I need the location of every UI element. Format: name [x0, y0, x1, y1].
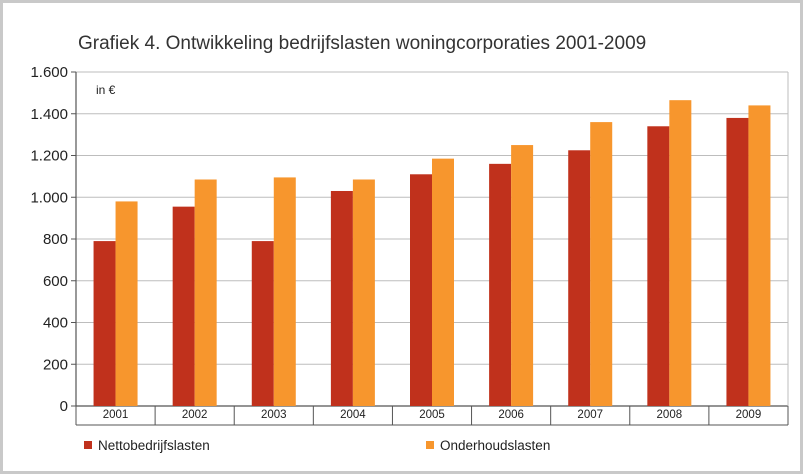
- bar-onderhoudslasten-2004: [352, 179, 375, 406]
- bar-nettobedrijfslasten-2003: [251, 241, 274, 406]
- bar-onderhoudslasten-2006: [511, 145, 534, 406]
- x-tick-label: 2008: [657, 409, 683, 421]
- bar-onderhoudslasten-2001: [115, 201, 138, 406]
- y-tick-label: 1.200: [30, 148, 68, 165]
- bar-nettobedrijfslasten-2007: [568, 150, 591, 406]
- bar-onderhoudslasten-2009: [748, 105, 771, 407]
- x-tick-label: 2005: [419, 409, 445, 421]
- y-tick-label: 0: [60, 398, 68, 415]
- legend-label: Onderhoudslasten: [440, 438, 550, 453]
- y-tick-label: 600: [43, 273, 68, 290]
- bar-onderhoudslasten-2008: [669, 100, 692, 407]
- x-tick-label: 2001: [103, 409, 129, 421]
- legend-swatch: [426, 441, 434, 449]
- bars: [93, 100, 771, 407]
- legend-item-onderhoudslasten: Onderhoudslasten: [426, 438, 550, 453]
- x-tick-label: 2009: [736, 409, 762, 421]
- legend: Nettobedrijfslasten Onderhoudslasten: [84, 438, 550, 453]
- y-tick-label: 800: [43, 231, 68, 248]
- bar-nettobedrijfslasten-2002: [172, 206, 195, 406]
- y-tick-label: 1.400: [30, 106, 68, 123]
- bar-nettobedrijfslasten-2009: [726, 117, 749, 407]
- bar-nettobedrijfslasten-2006: [489, 163, 512, 406]
- bar-onderhoudslasten-2007: [590, 122, 613, 406]
- x-tick-label: 2004: [340, 409, 366, 421]
- y-axis-ticks: 0 200 400 600 800 1.000 1.200 1.400 1.600: [30, 64, 76, 415]
- chart-title: Grafiek 4. Ontwikkeling bedrijfslasten w…: [78, 33, 646, 54]
- x-axis-ticks: 2001 2002 2003 2004 2005 2006 2007 2008 2009: [75, 406, 789, 426]
- bar-nettobedrijfslasten-2001: [93, 241, 116, 406]
- bar-onderhoudslasten-2002: [194, 179, 217, 406]
- legend-swatch: [84, 441, 92, 449]
- legend-item-nettobedrijfslasten: Nettobedrijfslasten: [84, 438, 210, 453]
- legend-label: Nettobedrijfslasten: [98, 438, 210, 453]
- y-tick-label: 1.000: [30, 189, 68, 206]
- x-tick-label: 2006: [498, 409, 524, 421]
- y-tick-label: 400: [43, 315, 68, 332]
- x-tick-label: 2002: [182, 409, 208, 421]
- x-tick-label: 2003: [261, 409, 287, 421]
- unit-label: in €: [96, 83, 116, 97]
- y-tick-label: 1.600: [30, 64, 68, 81]
- bar-onderhoudslasten-2003: [273, 177, 296, 406]
- bar-nettobedrijfslasten-2005: [410, 174, 432, 406]
- bar-nettobedrijfslasten-2008: [647, 126, 670, 407]
- bar-nettobedrijfslasten-2004: [330, 190, 353, 406]
- x-tick-label: 2007: [577, 409, 603, 421]
- bar-onderhoudslasten-2005: [432, 158, 454, 406]
- y-tick-label: 200: [43, 356, 68, 373]
